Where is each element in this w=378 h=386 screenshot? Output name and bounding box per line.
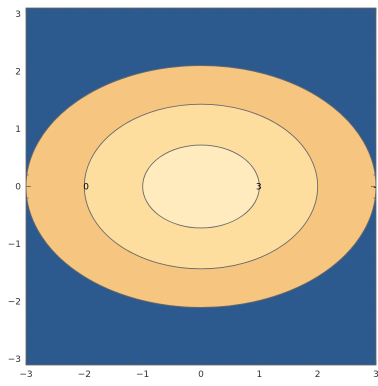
x-tick-label: 1 <box>256 370 262 380</box>
x-tick-label: 0 <box>198 370 204 380</box>
x-tick-label: −3 <box>19 370 32 380</box>
x-tick-label: 3 <box>373 370 378 380</box>
contour-value-label: 0 <box>83 183 89 193</box>
contour-regions <box>26 65 376 308</box>
y-tick-label: −3 <box>8 355 21 365</box>
y-tick-label: −2 <box>8 298 21 308</box>
contour-value-label: - <box>373 183 376 193</box>
x-tick-label: −2 <box>78 370 91 380</box>
contour-region-inner <box>142 144 260 229</box>
y-tick-label: 1 <box>15 125 21 135</box>
y-tick-label: −1 <box>8 240 21 250</box>
x-tick-label: −1 <box>136 370 149 380</box>
contour-value-label: 3 <box>256 183 262 193</box>
y-tick-label: 3 <box>15 10 21 20</box>
axis-ticks <box>25 8 377 365</box>
y-tick-label: 2 <box>15 67 21 77</box>
tick-labels: −3 −2 −1 0 1 2 3 −3 −2 −1 0 1 2 3 <box>8 10 378 380</box>
contour-labels: 0 3 - <box>83 183 376 193</box>
plot-frame <box>25 7 377 366</box>
x-tick-label: 2 <box>315 370 321 380</box>
y-tick-label: 0 <box>15 183 21 193</box>
